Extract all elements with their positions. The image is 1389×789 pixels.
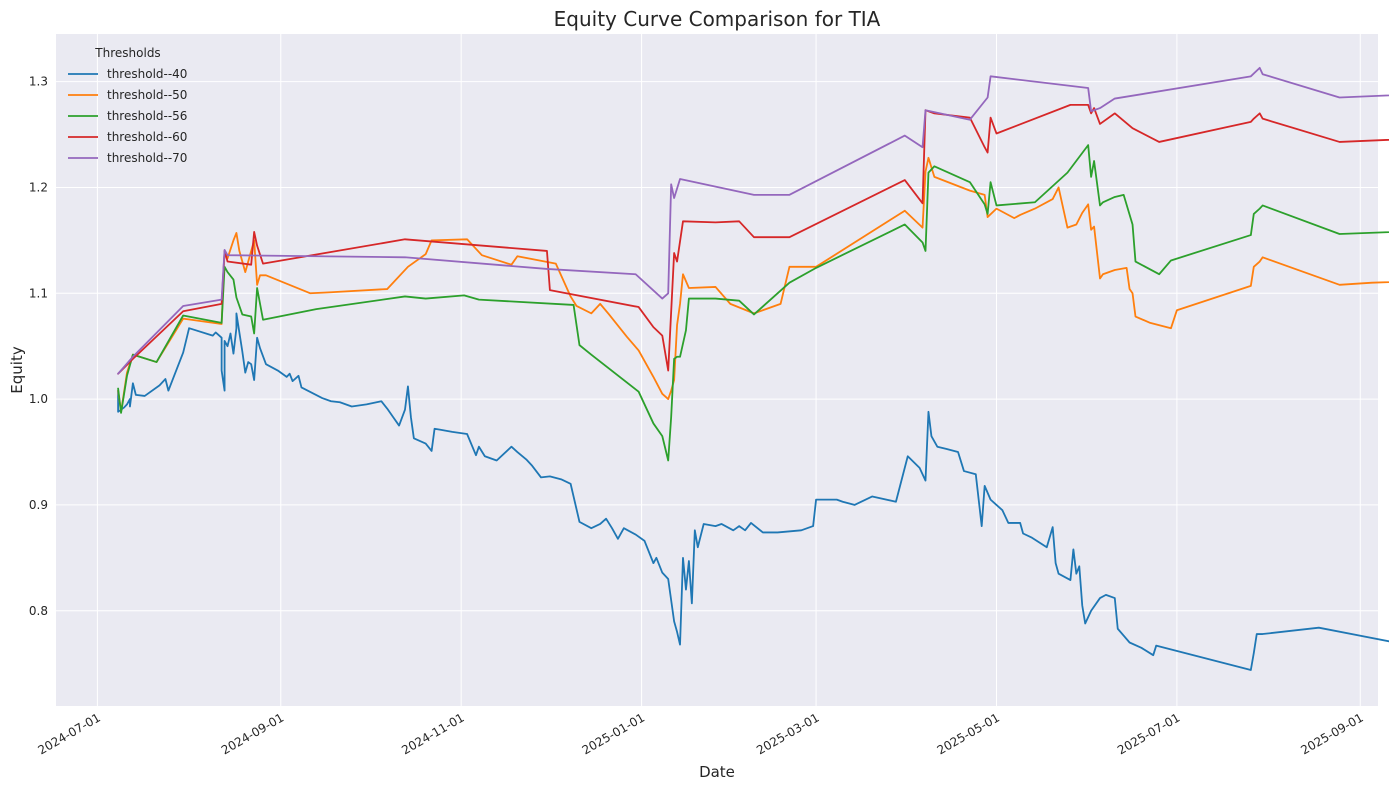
y-axis-label: Equity bbox=[8, 346, 26, 394]
legend: Thresholds threshold--40 threshold--50 thr… bbox=[68, 46, 187, 165]
x-tick-label: 2025-09-01 bbox=[1298, 710, 1365, 757]
series-line-threshold--70 bbox=[117, 66, 1389, 375]
y-tick-label: 1.2 bbox=[29, 180, 48, 194]
series-lines bbox=[117, 66, 1389, 671]
x-tick-label: 2025-01-01 bbox=[580, 710, 647, 757]
y-tick-label: 1.1 bbox=[29, 286, 48, 300]
x-tick-label: 2025-07-01 bbox=[1115, 710, 1182, 757]
x-axis-label: Date bbox=[699, 763, 735, 781]
legend-title: Thresholds bbox=[94, 46, 160, 60]
series-line-threshold--50 bbox=[117, 156, 1389, 413]
y-tick-label: 1.3 bbox=[29, 75, 48, 89]
x-tick-labels: 2024-07-01 2024-09-01 2024-11-01 2025-01-01… bbox=[35, 710, 1365, 757]
chart-title: Equity Curve Comparison for TIA bbox=[554, 7, 881, 31]
legend-entry: threshold--56 bbox=[107, 109, 187, 123]
x-tick-label: 2024-07-01 bbox=[35, 710, 102, 757]
series-line-threshold--56 bbox=[117, 144, 1389, 462]
legend-entry: threshold--70 bbox=[107, 151, 187, 165]
x-tick-label: 2025-05-01 bbox=[935, 710, 1002, 757]
x-tick-label: 2025-03-01 bbox=[754, 710, 821, 757]
y-tick-labels: 0.8 0.9 1.0 1.1 1.2 1.3 bbox=[29, 75, 48, 618]
series-line-threshold--60 bbox=[117, 104, 1389, 375]
x-tick-label: 2024-11-01 bbox=[399, 710, 466, 757]
legend-entry: threshold--50 bbox=[107, 88, 187, 102]
y-tick-label: 0.9 bbox=[29, 498, 48, 512]
y-gridlines bbox=[56, 81, 1378, 612]
y-tick-label: 0.8 bbox=[29, 604, 48, 618]
x-gridlines bbox=[96, 34, 1361, 706]
y-tick-label: 1.0 bbox=[29, 392, 48, 406]
legend-entry: threshold--40 bbox=[107, 67, 187, 81]
legend-entry: threshold--60 bbox=[107, 130, 187, 144]
x-tick-label: 2024-09-01 bbox=[219, 710, 286, 757]
series-line-threshold--40 bbox=[117, 312, 1389, 671]
